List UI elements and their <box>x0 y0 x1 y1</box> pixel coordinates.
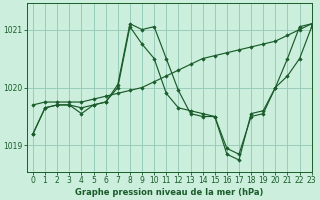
X-axis label: Graphe pression niveau de la mer (hPa): Graphe pression niveau de la mer (hPa) <box>75 188 263 197</box>
